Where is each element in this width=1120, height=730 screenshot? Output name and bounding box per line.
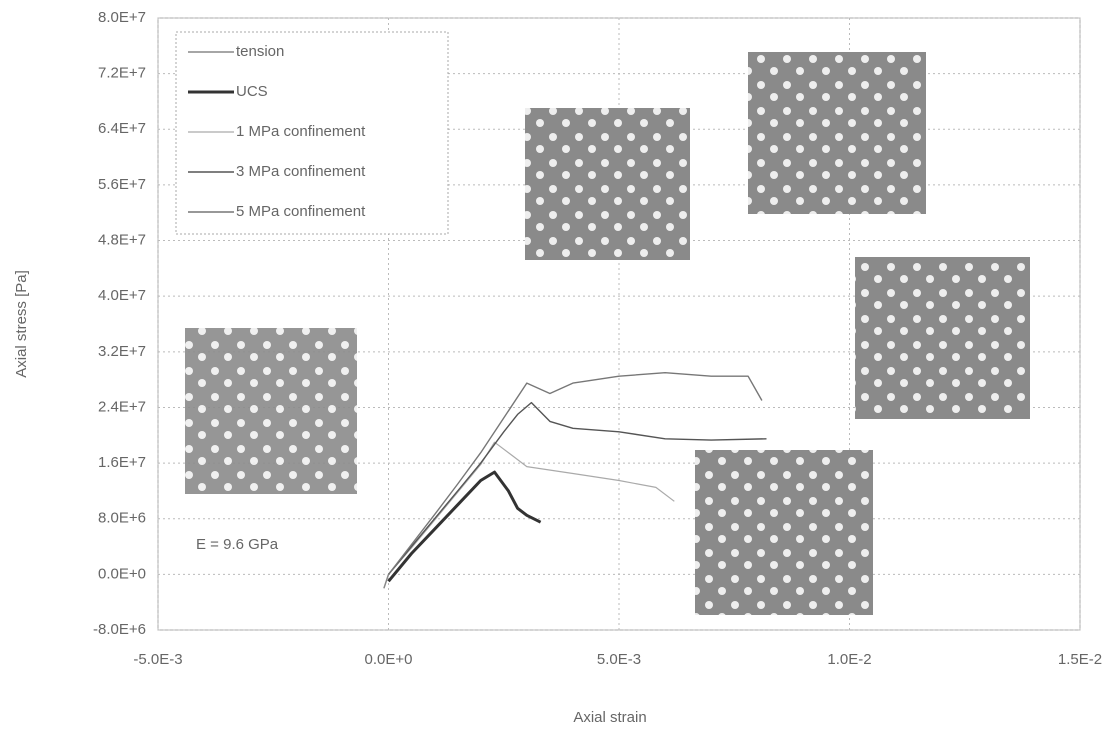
y-tick-label: 3.2E+7: [98, 343, 146, 360]
y-tick-label: 5.6E+7: [98, 176, 146, 193]
legend-label: 3 MPa confinement: [236, 163, 366, 180]
legend-box: [175, 31, 449, 235]
y-tick-label: 1.6E+7: [98, 454, 146, 471]
y-tick-label: 6.4E+7: [98, 120, 146, 137]
lines: [383, 372, 767, 589]
series-line: [387, 470, 542, 583]
x-tick-label: 1.0E-2: [827, 651, 871, 668]
legend-label: 5 MPa confinement: [236, 203, 366, 220]
y-tick-label: 8.0E+6: [98, 510, 146, 527]
series-line: [388, 441, 675, 575]
legend: tension UCS 1 MPa confinement 3 MPa confine…: [175, 31, 449, 235]
x-tick-label: -5.0E-3: [133, 651, 182, 668]
y-tick-label: 2.4E+7: [98, 398, 146, 415]
y-tick-label: 0.0E+0: [98, 565, 146, 582]
series-line: [383, 574, 390, 589]
y-tick-label: 4.0E+7: [98, 287, 146, 304]
y-tick-label: 4.8E+7: [98, 232, 146, 249]
specimen-image: [525, 108, 690, 260]
y-axis-label: Axial stress [Pa]: [13, 270, 30, 378]
x-tick-label: 5.0E-3: [597, 651, 641, 668]
annotation: E = 9.6 GPa: [196, 536, 279, 553]
series-line: [387, 372, 763, 575]
specimen-image: [748, 52, 926, 214]
specimen-image: [185, 328, 357, 494]
legend-label: 1 MPa confinement: [236, 123, 366, 140]
x-tick-label: 1.5E-2: [1058, 651, 1102, 668]
y-tick-label: 7.2E+7: [98, 65, 146, 82]
x-axis-label: Axial strain: [573, 709, 646, 726]
legend-label: UCS: [236, 83, 268, 100]
series-line: [387, 401, 767, 575]
legend-label: tension: [236, 43, 284, 60]
y-tick-label: -8.0E+6: [93, 621, 146, 638]
specimen-image: [695, 450, 873, 615]
y-tick-label: 8.0E+7: [98, 9, 146, 26]
x-tick-label: 0.0E+0: [365, 651, 413, 668]
specimen-insets: [185, 52, 1030, 615]
specimen-image: [855, 257, 1030, 419]
